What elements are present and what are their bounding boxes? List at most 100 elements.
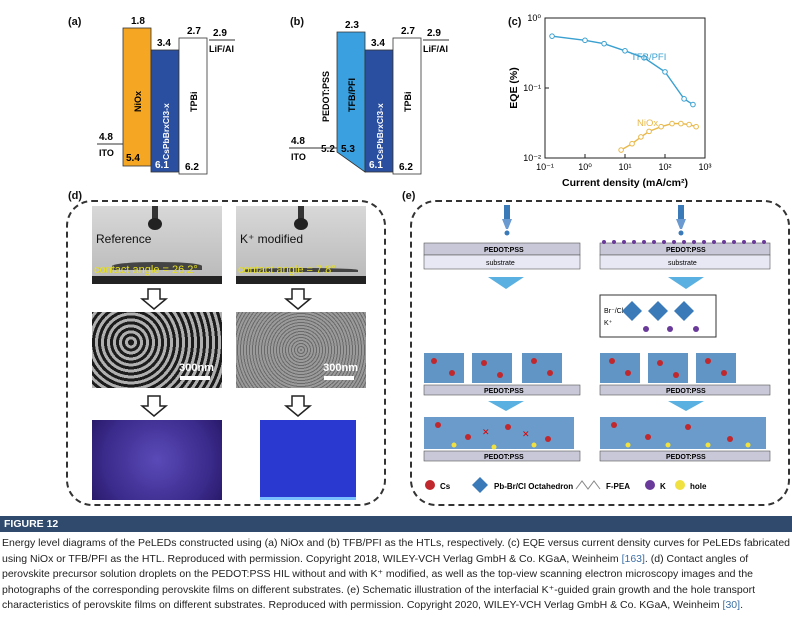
tpbi-bottom-level: 6.2 [185,162,199,173]
legend-cs-icon [425,480,435,490]
substrate-left-label: substrate [486,260,515,267]
data-point [549,33,555,39]
pedot-layer-left-label: PEDOT:PSS [484,247,524,254]
kmod-contact-angle: contact angle = 7.8° [238,264,336,276]
x-axis-label: Current density (mA/cm²) [562,177,688,189]
lif-label: LiF/Al [209,44,234,54]
data-point [601,40,607,47]
pedot-layer-right-bottom [599,450,771,462]
panel-e-label: (e) [402,190,416,202]
panel-e-frame [410,200,790,506]
pvk-b-label: CsPbBrxCl3-x [375,103,385,160]
down-arrow-icon [283,395,313,417]
substrate-right [599,254,771,270]
k-ion-row-top [602,240,766,244]
droplet-spread-right [244,268,358,272]
lif-b-label: LiF/Al [423,44,448,54]
data-point [629,140,635,147]
reference-contact-angle: contact angle = 26.2° [94,264,198,276]
caption-part2: . (d) Contact angles of perovskite precu… [2,552,756,612]
down-arrow-icon [140,288,169,310]
inset-octahedra [622,301,699,332]
tpbi-b-top-level: 2.7 [401,26,415,37]
tfb-bottom-level: 5.3 [341,144,355,155]
data-point [690,101,696,108]
needle-left [152,206,158,220]
reference-title: Reference [96,232,152,246]
pedot-layer-right-label: PEDOT:PSS [666,247,706,254]
pipette-right-icon [676,205,686,236]
data-point [638,134,644,140]
reference-scale-bar [180,376,210,380]
panel-b-energy-diagram: PEDOT:PSS 5.2 2.3 TFB/PFI 5.3 3.4 CsPbBr… [289,20,449,175]
legend-hole-label: hole [690,482,707,491]
data-point [582,37,588,44]
ito-label: ITO [99,148,114,158]
caption-ref-30[interactable]: [30] [722,599,741,611]
tpbi-top-level: 2.7 [187,26,201,37]
data-point [681,96,687,102]
nio-band [122,27,152,167]
data-point [678,120,684,127]
legend-fpea-label: F-PEA [606,482,630,491]
down-arrow-icon [140,395,169,417]
pvk-b-top-level: 3.4 [371,38,385,49]
panel-a-label: (a) [68,16,82,28]
legend-octahedron-icon [472,477,488,493]
x-tick-label: 10⁰ [578,162,592,172]
process-arrow-icon [668,277,704,289]
pedot-right-mid-label: PEDOT:PSS [666,388,706,395]
data-point [641,55,647,61]
pedot-layer-right-mid [599,384,771,396]
panel-b-label: (b) [290,16,305,28]
process-arrow-icon [488,401,524,411]
tfb-label: TFB/PFI [347,78,357,112]
data-point [662,69,668,75]
y-axis-label: EQE (%) [508,67,520,108]
caption-part1: Energy level diagrams of the PeLEDs cons… [2,537,791,565]
panel-a-energy-diagram: 1.8 NiOx 5.4 3.4 CsPbBrxCl3-x 6.1 2.7 TP… [97,16,235,175]
data-point [658,123,664,130]
nio-bottom-level: 5.4 [126,153,140,164]
ito-b-label: ITO [291,152,306,162]
lif-top-level: 2.9 [213,28,227,39]
tpbi-b-bottom-level: 6.2 [399,162,413,173]
pipette-left-icon [502,205,512,236]
panel-c-label: (c) [508,16,522,28]
x-tick-label: 10⁻¹ [536,162,554,172]
y-tick-label: 10⁰ [527,13,541,23]
figure-label: FIGURE 12 [0,516,792,532]
substrate-right [236,276,366,284]
series-label-0: TFB/PFI [631,52,666,63]
needle-right [298,206,304,220]
perovskite-grains-left-mid [424,353,562,383]
data-point [618,147,624,153]
panel-d-label: (d) [68,190,83,202]
caption-ref-163[interactable]: [163] [621,552,645,565]
process-arrow-icon [488,277,524,289]
droplet-right [294,218,308,230]
figure-caption: Energy level diagrams of the PeLEDs cons… [2,536,790,614]
svg-text:✕: ✕ [482,427,490,437]
data-point [669,120,675,127]
pedot-layer-left-mid [423,384,581,396]
x-tick-label: 10³ [698,162,711,172]
tpbi-label: TPBi [189,91,199,112]
legend-hole-icon [675,480,685,490]
pvk-bottom-level: 6.1 [155,160,169,171]
tpbi-b-label: TPBi [403,91,413,112]
reference-film-photo [92,420,222,500]
kmod-sem-image: 300nm [236,312,366,388]
data-point [686,121,692,128]
reference-scale-label: 300nm [179,362,214,374]
down-arrow-icon [283,288,313,310]
pedot-level: 5.2 [321,144,335,155]
perovskite-grains-right-mid [600,353,736,383]
pvk-label: CsPbBrxCl3-x [161,103,171,160]
inset-br-cl-label: Br⁻/Cl⁻ [604,308,627,315]
x-tick-label: 10² [658,162,671,172]
nio-top-level: 1.8 [131,16,145,27]
svg-text:✕: ✕ [522,429,530,439]
legend-k-label: K [660,482,666,491]
